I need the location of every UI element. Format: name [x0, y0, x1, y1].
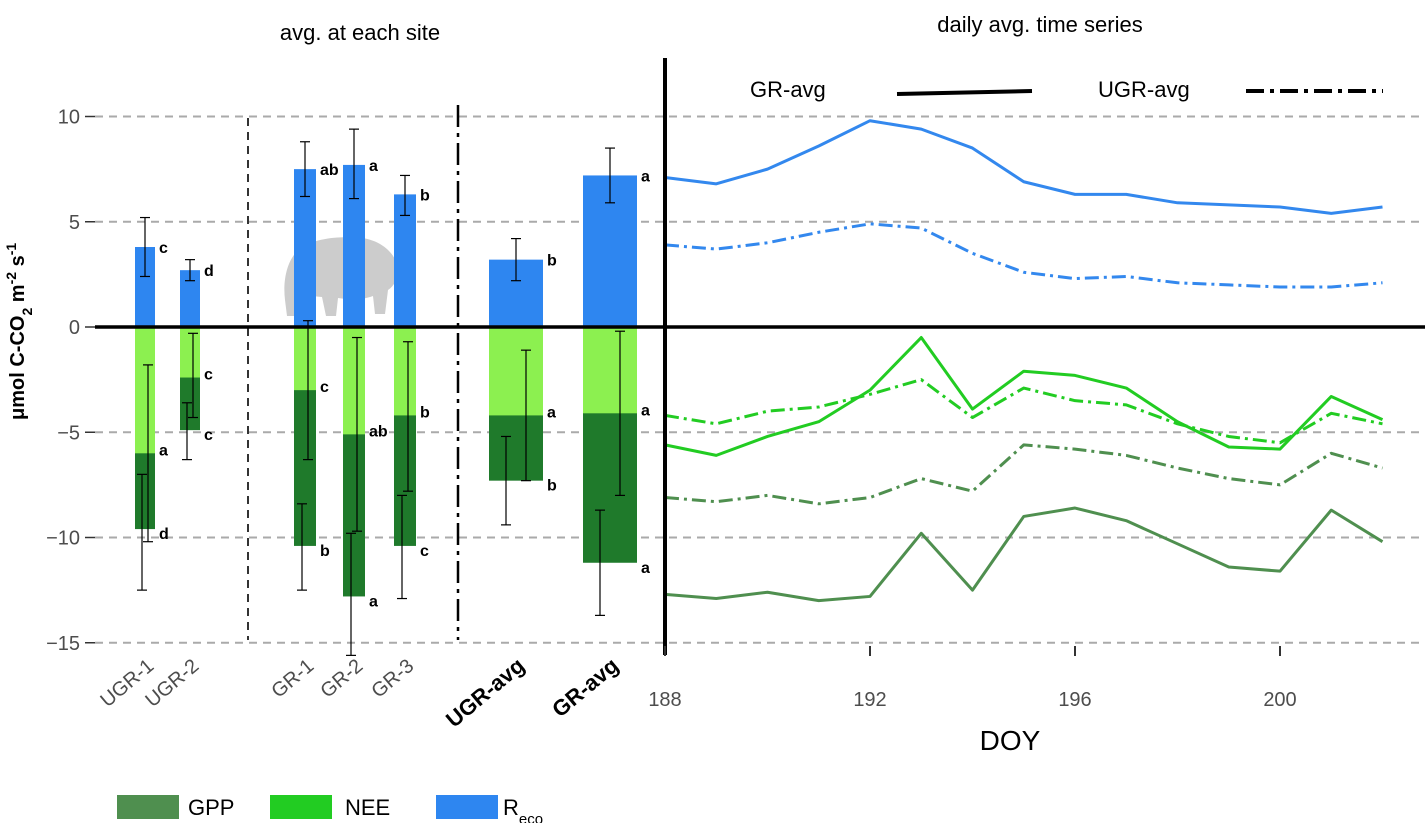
- sig-letter-reco: b: [420, 187, 430, 204]
- bar-nee: [343, 327, 365, 435]
- x-tick-label: 188: [648, 689, 681, 711]
- x-tick-label: 196: [1058, 689, 1091, 711]
- sig-letter-reco: a: [641, 168, 650, 185]
- category-label: GR-avg: [547, 653, 623, 722]
- sig-letter-gpp: a: [641, 560, 650, 577]
- bar-reco: [294, 169, 316, 327]
- sig-letter-gpp: b: [547, 478, 557, 495]
- category-label: UGR-avg: [441, 653, 529, 733]
- sig-letter-reco: c: [159, 240, 168, 257]
- y-tick-label: 5: [69, 212, 80, 234]
- sig-letter-nee: a: [641, 402, 650, 419]
- bar-reco: [343, 164, 365, 327]
- sig-letter-reco: a: [369, 158, 378, 175]
- bar-reco: [180, 270, 200, 327]
- x-tick-label: 200: [1263, 689, 1296, 711]
- y-tick-label: −5: [57, 422, 80, 444]
- series-line-reco-ugr-avg: [664, 222, 1383, 289]
- sig-letter-nee: c: [320, 379, 329, 396]
- axes: 10 5 0 −5 −10 −15 188 192 196 200: [46, 58, 1425, 711]
- bar-nee: [180, 327, 200, 378]
- sig-letter-gpp: c: [420, 543, 429, 560]
- sig-letter-gpp: c: [204, 427, 213, 444]
- series-line-nee-ugr-avg: [664, 378, 1383, 445]
- site-group: a ab a GR-2: [316, 128, 388, 703]
- section-dividers: [247, 105, 460, 640]
- bar-nee: [135, 327, 155, 454]
- series-line-nee-gr-avg: [664, 336, 1384, 457]
- site-group: a a a GR-avg: [547, 147, 650, 722]
- site-group: ab c b GR-1: [267, 141, 339, 703]
- sig-letter-nee: c: [204, 367, 213, 384]
- y-tick-label: 10: [58, 107, 80, 129]
- sig-letter-gpp: b: [320, 543, 330, 560]
- site-group: b b c GR-3: [367, 174, 430, 703]
- series-line-gpp-gr-avg: [664, 506, 1384, 603]
- legend-gpp-label: GPP: [188, 795, 234, 820]
- y-tick-label: −15: [46, 633, 80, 655]
- x-axis-label: DOY: [980, 725, 1041, 756]
- line-legend-gr-swatch: [896, 89, 1033, 96]
- sig-letter-nee: a: [159, 442, 168, 459]
- line-legend-gr-label: GR-avg: [750, 77, 826, 102]
- legend-reco-label: Reco: [503, 795, 543, 823]
- right-panel-title: daily avg. time series: [937, 12, 1142, 37]
- sig-letter-reco: b: [547, 253, 557, 270]
- x-tick-label: 192: [853, 689, 886, 711]
- sig-letter-reco: d: [204, 263, 214, 280]
- line-legend-ugr-label: UGR-avg: [1098, 77, 1190, 102]
- series-line-reco-gr-avg: [664, 119, 1383, 215]
- legend-nee-swatch: [270, 795, 332, 819]
- sig-letter-gpp: a: [369, 593, 378, 610]
- category-label: GR-1: [267, 655, 318, 703]
- legend-gpp-swatch: [117, 795, 179, 819]
- bar-nee: [489, 327, 543, 416]
- sig-letter-reco: ab: [320, 162, 339, 179]
- y-axis-label: μmol C-CO2 m-2 s-1: [3, 243, 35, 420]
- sig-letter-nee: b: [420, 404, 430, 421]
- sig-letter-nee: a: [547, 404, 556, 421]
- y-tick-label: 0: [69, 317, 80, 339]
- category-label: GR-2: [316, 655, 367, 703]
- bar-nee: [583, 327, 637, 414]
- left-panel-title: avg. at each site: [280, 20, 440, 45]
- sig-letter-nee: ab: [369, 423, 388, 440]
- series-line-gpp-ugr-avg: [664, 443, 1383, 506]
- bar-reco: [135, 247, 155, 327]
- bar-nee: [294, 327, 316, 391]
- y-tick-label: −10: [46, 528, 80, 550]
- legend-reco-swatch: [436, 795, 498, 819]
- bar-reco: [394, 194, 416, 327]
- gridlines: [95, 115, 1425, 644]
- timeseries-panel: [664, 119, 1384, 603]
- category-label: GR-3: [367, 655, 418, 703]
- bar-nee: [394, 327, 416, 416]
- legend-nee-label: NEE: [345, 795, 390, 820]
- sig-letter-gpp: d: [159, 526, 169, 543]
